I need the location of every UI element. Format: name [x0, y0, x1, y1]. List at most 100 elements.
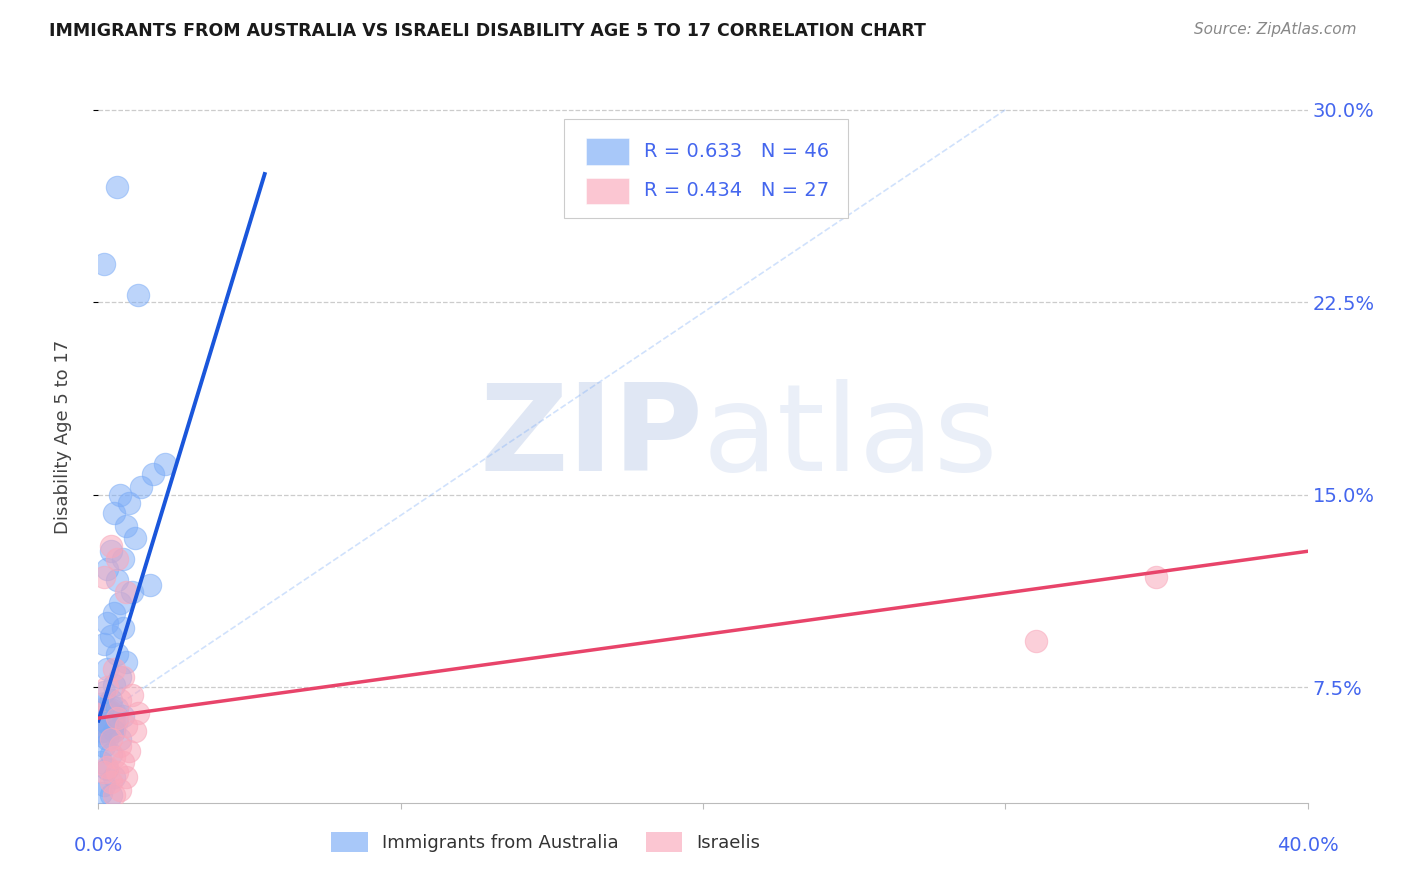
Point: [127, 706, 149, 720]
Point: [90, 723, 112, 738]
Point: [103, 788, 125, 802]
Point: [93, 570, 115, 584]
Point: [90, 716, 112, 731]
Point: [90, 755, 112, 769]
Point: [139, 577, 162, 591]
Point: [127, 287, 149, 301]
Point: [129, 480, 152, 494]
Point: [93, 739, 115, 754]
Point: [93, 714, 115, 728]
Point: [96, 662, 118, 676]
Point: [93, 685, 115, 699]
Point: [100, 544, 122, 558]
Point: [124, 723, 146, 738]
Point: [96, 714, 118, 728]
Point: [100, 693, 122, 707]
FancyBboxPatch shape: [586, 138, 630, 165]
Text: 40.0%: 40.0%: [1277, 836, 1339, 855]
Point: [114, 770, 136, 784]
Y-axis label: Disability Age 5 to 17: Disability Age 5 to 17: [53, 340, 72, 534]
Point: [105, 711, 128, 725]
Point: [100, 775, 122, 789]
Point: [118, 495, 141, 509]
Point: [90, 708, 112, 723]
Point: [93, 637, 115, 651]
Point: [93, 764, 115, 779]
Point: [93, 257, 115, 271]
Point: [96, 763, 118, 777]
Point: [93, 714, 115, 728]
Point: [111, 755, 134, 769]
Point: [96, 616, 118, 631]
Point: [111, 621, 134, 635]
Text: R = 0.633   N = 46: R = 0.633 N = 46: [644, 142, 830, 161]
Point: [93, 706, 115, 720]
Point: [90, 714, 112, 728]
Point: [121, 688, 143, 702]
Point: [100, 539, 122, 553]
Point: [103, 662, 125, 676]
Text: IMMIGRANTS FROM AUSTRALIA VS ISRAELI DISABILITY AGE 5 TO 17 CORRELATION CHART: IMMIGRANTS FROM AUSTRALIA VS ISRAELI DIS…: [49, 22, 927, 40]
Point: [93, 719, 115, 733]
Point: [114, 719, 136, 733]
Point: [103, 770, 125, 784]
Point: [1144, 570, 1167, 584]
Point: [93, 708, 115, 723]
Text: 0.0%: 0.0%: [73, 836, 124, 855]
Point: [105, 179, 128, 194]
Point: [111, 670, 134, 684]
Point: [114, 518, 136, 533]
Point: [114, 585, 136, 599]
FancyBboxPatch shape: [586, 178, 630, 204]
Point: [90, 711, 112, 725]
Point: [108, 693, 131, 707]
Point: [111, 708, 134, 723]
Legend: Immigrants from Australia, Israelis: Immigrants from Australia, Israelis: [325, 824, 768, 860]
Point: [96, 760, 118, 774]
Point: [93, 719, 115, 733]
Point: [142, 467, 165, 482]
Point: [153, 457, 176, 471]
Point: [96, 731, 118, 746]
Point: [111, 552, 134, 566]
Point: [108, 739, 131, 754]
Point: [100, 629, 122, 643]
Point: [103, 678, 125, 692]
Point: [108, 596, 131, 610]
Point: [105, 552, 128, 566]
Point: [118, 744, 141, 758]
Point: [108, 670, 131, 684]
Text: atlas: atlas: [703, 378, 998, 496]
Point: [100, 747, 122, 761]
Point: [96, 562, 118, 576]
Point: [124, 532, 146, 546]
Point: [103, 723, 125, 738]
Point: [90, 711, 112, 725]
Point: [108, 731, 131, 746]
Text: R = 0.434   N = 27: R = 0.434 N = 27: [644, 181, 830, 201]
Point: [103, 506, 125, 520]
Point: [103, 749, 125, 764]
Point: [96, 681, 118, 695]
Point: [96, 711, 118, 725]
Point: [121, 585, 143, 599]
Point: [105, 573, 128, 587]
Point: [103, 606, 125, 620]
Point: [90, 785, 112, 799]
Point: [100, 788, 122, 802]
Point: [96, 711, 118, 725]
Point: [105, 701, 128, 715]
Point: [93, 778, 115, 792]
Point: [105, 647, 128, 661]
Point: [114, 655, 136, 669]
Point: [105, 764, 128, 779]
Point: [108, 783, 131, 797]
Point: [93, 714, 115, 728]
Point: [96, 716, 118, 731]
Point: [108, 488, 131, 502]
Point: [96, 716, 118, 731]
Text: Source: ZipAtlas.com: Source: ZipAtlas.com: [1194, 22, 1357, 37]
Point: [1024, 634, 1046, 648]
Point: [100, 731, 122, 746]
Text: ZIP: ZIP: [479, 378, 703, 496]
